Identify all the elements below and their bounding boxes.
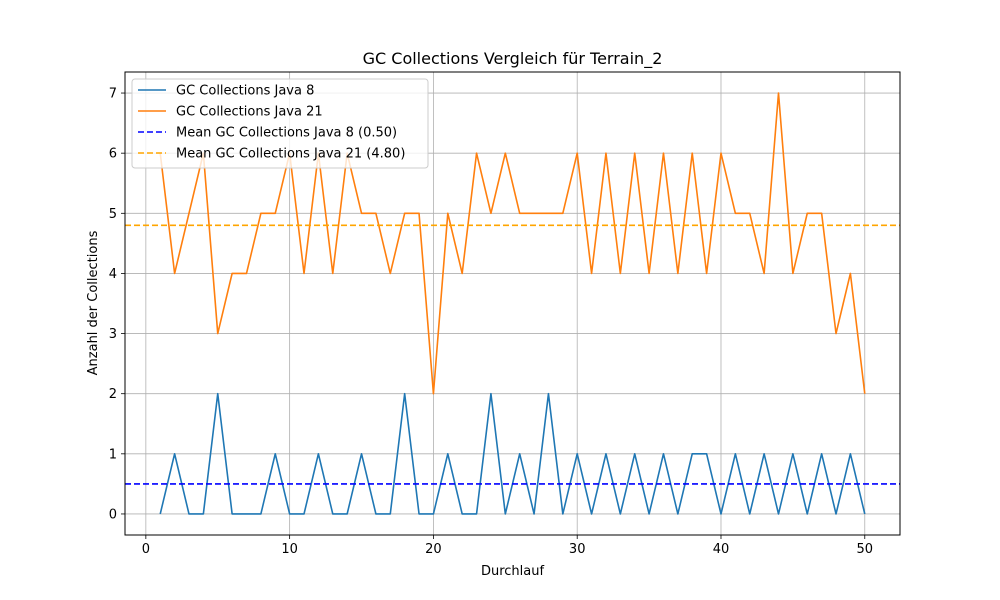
y-tick-label: 2 [109,387,117,402]
reference-lines [125,224,900,485]
y-tick-label: 4 [109,267,117,282]
legend-entry: GC Collections Java 8 [176,84,314,99]
y-tick-label: 6 [109,147,117,162]
legend: GC Collections Java 8 GC Collections Java… [131,78,429,169]
x-tick-label: 20 [425,542,442,557]
legend-entry: Mean GC Collections Java 8 (0.50) [176,126,397,141]
x-tick-label: 40 [713,542,730,557]
chart-title: GC Collections Vergleich für Terrain_2 [363,49,663,69]
y-tick-label: 3 [109,327,117,342]
y-tick-label: 1 [109,447,117,462]
legend-box [131,78,429,169]
legend-entry: Mean GC Collections Java 21 (4.80) [176,147,405,162]
y-tick-label: 7 [109,87,117,102]
plot-frame [124,71,901,536]
legend-entry: GC Collections Java 21 [176,105,323,120]
series-line-java-21 [159,92,866,395]
y-tick-label: 0 [109,507,117,522]
grid [125,72,900,535]
x-tick-label: 30 [569,542,586,557]
axis-ticks: 0 10 20 30 40 50 0 1 2 3 4 5 6 7 [109,87,873,557]
x-tick-label: 10 [281,542,298,557]
x-axis-label: Durchlauf [481,564,545,579]
x-tick-label: 0 [142,542,150,557]
y-tick-label: 5 [109,207,117,222]
x-tick-label: 50 [856,542,873,557]
y-axis-label: Anzahl der Collections [86,230,101,375]
